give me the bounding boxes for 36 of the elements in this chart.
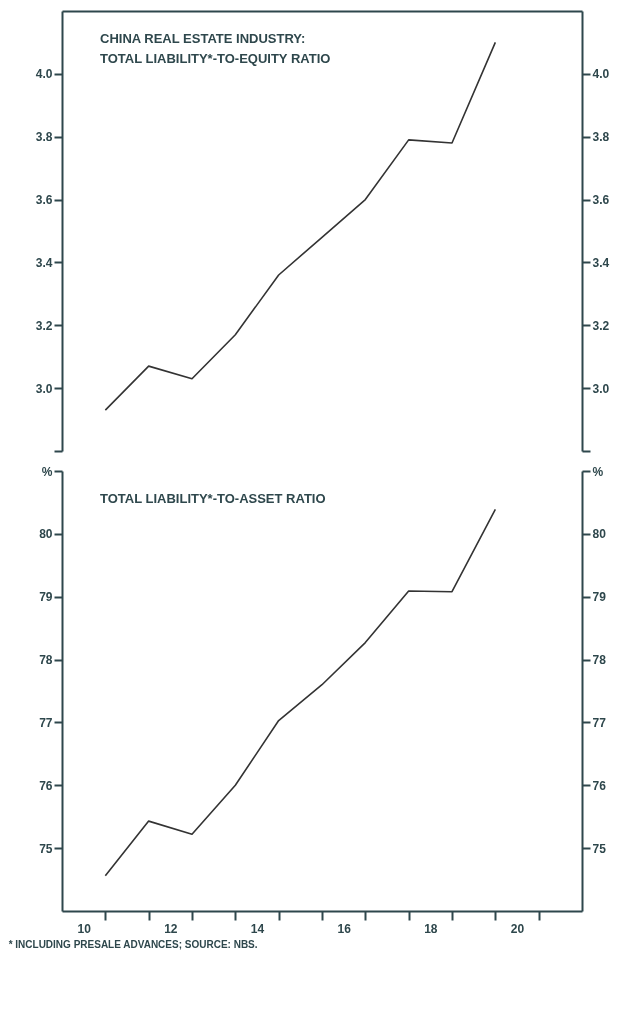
y2-tick-label: 78	[592, 653, 607, 668]
y-tick-label: 79	[39, 590, 53, 605]
y2-tick-label: %	[592, 464, 604, 479]
y2-tick-label: 75	[592, 841, 607, 856]
text: * INCLUDING PRESALE ADVANCES; SOURCE: NBS.	[8, 939, 258, 950]
y2-tick-label: 79	[592, 590, 607, 605]
x-tick-label: 20	[510, 921, 525, 936]
y-tick-label: 4.0	[35, 67, 53, 82]
y-tick-label: 76	[39, 778, 53, 793]
y-tick-label: 3.6	[35, 193, 53, 208]
y-tick-label: 3.0	[35, 381, 53, 396]
x-tick-label: 10	[77, 921, 92, 936]
y2-tick-label: 80	[592, 527, 607, 542]
y2-tick-label: 77	[592, 715, 607, 730]
y-tick-label: %	[41, 464, 53, 479]
x-tick-label: 12	[164, 921, 178, 936]
y2-tick-label: 3.0	[592, 381, 610, 396]
y-tick-label: 80	[39, 527, 53, 542]
text: TOTAL LIABILITY*-TO-ASSET RATIO	[100, 491, 326, 506]
y2-tick-label: 76	[592, 778, 607, 793]
x-tick-label: 14	[250, 921, 265, 936]
x-tick-label: 16	[337, 921, 352, 936]
y-tick-label: 75	[39, 841, 53, 856]
y2-tick-label: 3.8	[592, 130, 610, 145]
y-tick-label: 3.2	[35, 318, 53, 333]
y2-tick-label: 4.0	[592, 67, 610, 82]
y2-tick-label: 3.4	[592, 255, 610, 270]
y2-tick-label: 3.2	[592, 318, 610, 333]
x-tick-label: 18	[424, 921, 438, 936]
y-tick-label: 78	[39, 653, 53, 668]
y-tick-label: 3.4	[35, 255, 53, 270]
text: CHINA REAL ESTATE INDUSTRY: TOTAL LIABILITY*-TO-EQUITY RATIO	[100, 31, 331, 66]
y-tick-label: 3.8	[35, 130, 53, 145]
y-tick-label: 77	[39, 715, 53, 730]
line-series	[104, 508, 497, 877]
y2-tick-label: 3.6	[592, 193, 610, 208]
